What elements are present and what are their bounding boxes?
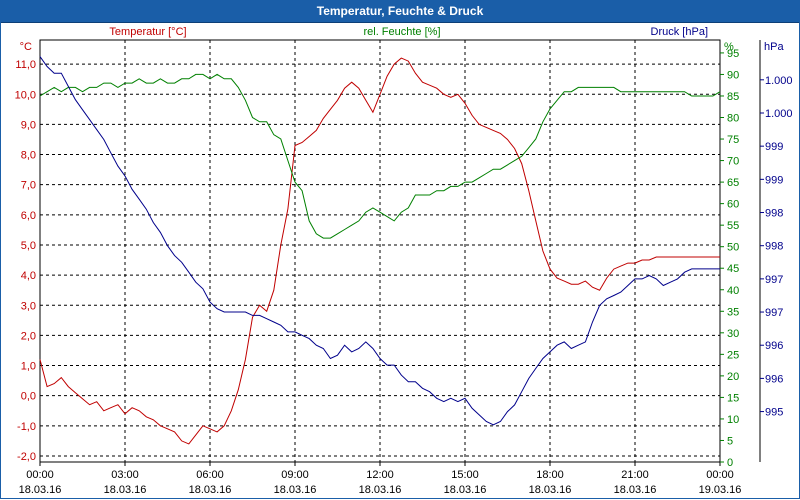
pressure-tick-label: 999 (765, 141, 783, 153)
pressure-series-line (39, 56, 720, 426)
x-tick-date-label: 18.03.16 (104, 484, 147, 496)
x-tick-time-label: 12:00 (366, 469, 394, 481)
humidity-tick-label: 5 (727, 435, 733, 447)
humidity-tick-label: 95 (727, 48, 739, 60)
humidity-tick-label: 20 (727, 371, 739, 383)
humidity-tick-label: 45 (727, 263, 739, 275)
x-tick-date-label: 19.03.16 (699, 484, 742, 496)
humidity-tick-label: 30 (727, 328, 739, 340)
humidity-tick-label: 65 (727, 177, 739, 189)
temperature-tick-label: 11,0 (15, 59, 36, 71)
humidity-series-line (39, 73, 721, 239)
humidity-tick-label: 75 (727, 134, 739, 146)
temperature-tick-label: 0,0 (21, 391, 36, 403)
temperature-tick-label: -2,0 (17, 451, 36, 463)
x-tick-time-label: 09:00 (281, 469, 309, 481)
x-tick-date-label: 18.03.16 (189, 484, 232, 496)
x-tick-date-label: 18.03.16 (19, 484, 62, 496)
tick-labels: 11,0 10,0 9,0 8,0 7,0 6,0 5,0 4,0 3,0 2,0 1,0 0,0 -1… (15, 48, 793, 496)
humidity-axis-title: rel. Feuchte [%] (363, 26, 440, 38)
humidity-tick-label: 85 (727, 91, 739, 103)
series-lines (39, 56, 721, 445)
temperature-tick-label: 6,0 (21, 210, 36, 222)
humidity-tick-label: 0 (727, 457, 733, 469)
pressure-tick-label: 998 (765, 241, 783, 253)
x-tick-date-label: 18.03.16 (274, 484, 317, 496)
pressure-tick-label: 998 (765, 208, 783, 220)
temperature-tick-label: 5,0 (21, 240, 36, 252)
x-tick-date-label: 18.03.16 (359, 484, 402, 496)
x-tick-date-label: 18.03.16 (614, 484, 657, 496)
x-tick-date-label: 18.03.16 (444, 484, 487, 496)
x-tick-time-label: 15:00 (451, 469, 479, 481)
temperature-tick-label: 8,0 (21, 150, 36, 162)
temperature-tick-label: 2,0 (21, 330, 36, 342)
pressure-tick-label: 999 (765, 174, 783, 186)
temperature-tick-label: 4,0 (21, 270, 36, 282)
x-tick-date-label: 18.03.16 (529, 484, 572, 496)
pressure-tick-label: 995 (765, 407, 783, 419)
humidity-tick-label: 90 (727, 69, 739, 81)
pressure-tick-label: 996 (765, 340, 783, 352)
humidity-tick-label: 80 (727, 113, 739, 125)
x-tick-time-label: 00:00 (706, 469, 734, 481)
humidity-tick-label: 10 (727, 414, 739, 426)
temperature-axis-title: Temperatur [°C] (109, 26, 186, 38)
humidity-tick-label: 15 (727, 392, 739, 404)
humidity-tick-label: 35 (727, 306, 739, 318)
temperature-tick-label: 7,0 (21, 180, 36, 192)
pressure-tick-label: 1.000 (765, 75, 793, 87)
axes (39, 39, 764, 466)
temperature-tick-label: -1,0 (17, 421, 36, 433)
temperature-tick-label: 3,0 (21, 300, 36, 312)
x-tick-time-label: 03:00 (111, 469, 139, 481)
grid (40, 40, 720, 462)
x-tick-time-label: 00:00 (26, 469, 54, 481)
temperature-series-line (39, 57, 720, 445)
pressure-tick-label: 997 (765, 274, 783, 286)
title-bar (0, 0, 800, 23)
x-tick-time-label: 21:00 (621, 469, 649, 481)
humidity-tick-label: 70 (727, 156, 739, 168)
humidity-unit-label: % (724, 41, 734, 53)
humidity-tick-label: 40 (727, 285, 739, 297)
humidity-tick-label: 55 (727, 220, 739, 232)
humidity-tick-label: 50 (727, 242, 739, 254)
temperature-tick-label: 1,0 (21, 361, 36, 373)
pressure-tick-label: 997 (765, 307, 783, 319)
temperature-unit-label: °C (20, 41, 32, 53)
humidity-tick-label: 60 (727, 199, 739, 211)
pressure-unit-label: hPa (764, 41, 784, 53)
pressure-axis-title: Druck [hPa] (651, 26, 708, 38)
pressure-tick-label: 996 (765, 373, 783, 385)
pressure-tick-label: 1.000 (765, 108, 793, 120)
humidity-tick-label: 25 (727, 349, 739, 361)
temperature-tick-label: 10,0 (15, 89, 36, 101)
x-tick-time-label: 06:00 (196, 469, 224, 481)
temperature-tick-label: 9,0 (21, 119, 36, 131)
x-tick-time-label: 18:00 (536, 469, 564, 481)
window-title: Temperatur, Feuchte & Druck (316, 4, 484, 18)
